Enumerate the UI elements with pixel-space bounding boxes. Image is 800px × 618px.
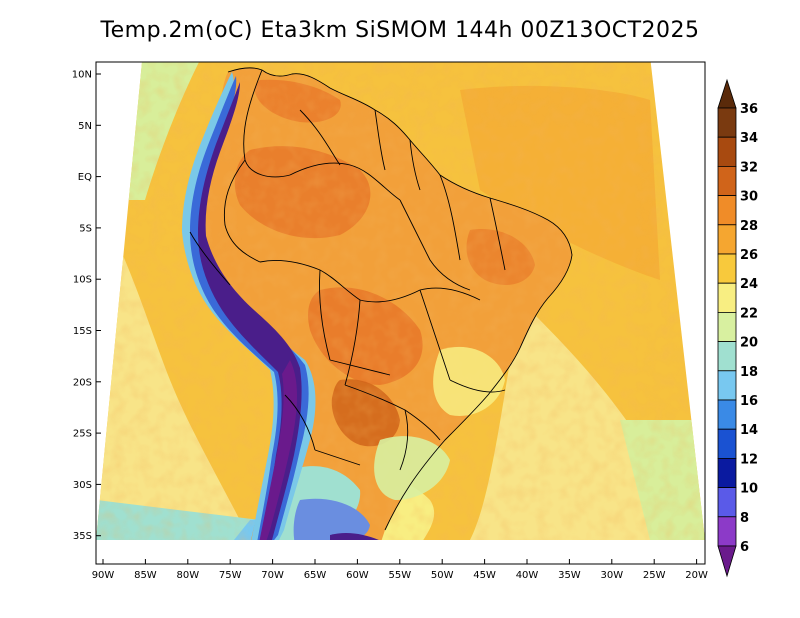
colorbar-bottom-arrow bbox=[717, 545, 737, 578]
colorbar-label: 26 bbox=[740, 248, 758, 263]
lat-tick-label: 10N bbox=[72, 70, 92, 81]
lat-tick-label: 5N bbox=[78, 121, 92, 132]
colorbar-swatch bbox=[717, 107, 737, 138]
lon-tick-label: 75W bbox=[219, 570, 242, 581]
lon-tick-label: 60W bbox=[346, 570, 369, 581]
colorbar-swatch bbox=[717, 370, 737, 401]
lon-tick-label: 65W bbox=[304, 570, 327, 581]
colorbar-swatch bbox=[717, 165, 737, 196]
lat-tick-label: 25S bbox=[73, 429, 92, 440]
lon-tick-label: 45W bbox=[473, 570, 496, 581]
colorbar-swatch bbox=[717, 311, 737, 342]
longitude-axis: 90W 85W 80W 75W 70W 65W 60W 55W 50W 45W 40W 35W 30W 2… bbox=[92, 559, 708, 581]
colorbar-label: 36 bbox=[740, 102, 758, 117]
lat-tick-label: EQ bbox=[78, 172, 92, 183]
colorbar-label: 22 bbox=[740, 306, 758, 321]
colorbar-label: 20 bbox=[740, 336, 758, 351]
lat-tick-label: 15S bbox=[73, 326, 92, 337]
southern-cold-strip bbox=[330, 533, 390, 540]
colorbar-label: 18 bbox=[740, 365, 758, 380]
temperature-colorbar: 36 34 32 30 28 26 24 22 20 18 16 14 12 10 8 6 bbox=[717, 78, 758, 578]
lon-tick-label: 55W bbox=[388, 570, 411, 581]
lon-tick-label: 85W bbox=[134, 570, 157, 581]
colorbar-label: 24 bbox=[740, 277, 758, 292]
colorbar-swatch bbox=[717, 399, 737, 430]
lat-tick-label: 30S bbox=[73, 480, 92, 491]
colorbar-label: 6 bbox=[740, 540, 749, 555]
colorbar-swatch bbox=[717, 136, 737, 167]
south-brazil-cool bbox=[374, 436, 450, 500]
colorbar-label: 32 bbox=[740, 160, 758, 175]
colorbar-swatch bbox=[717, 253, 737, 284]
map-plot-area bbox=[96, 62, 705, 564]
colorbar-swatch bbox=[717, 224, 737, 255]
colorbar-label: 10 bbox=[740, 482, 758, 497]
lon-tick-label: 25W bbox=[643, 570, 666, 581]
map-frame bbox=[95, 61, 706, 565]
colorbar-swatch bbox=[717, 195, 737, 226]
colorbar-label: 8 bbox=[740, 511, 749, 526]
colorbar-swatch bbox=[717, 428, 737, 459]
political-borders bbox=[189, 67, 573, 531]
lat-tick-label: 10S bbox=[73, 275, 92, 286]
lat-tick-label: 5S bbox=[79, 223, 92, 234]
lon-tick-label: 20W bbox=[685, 570, 708, 581]
lon-tick-label: 80W bbox=[176, 570, 199, 581]
lat-tick-label: 20S bbox=[73, 377, 92, 388]
colorbar-label: 16 bbox=[740, 394, 758, 409]
colorbar-top-arrow bbox=[717, 78, 737, 109]
lon-tick-label: 40W bbox=[516, 570, 539, 581]
colorbar-swatch bbox=[717, 282, 737, 313]
colorbar-swatch bbox=[717, 487, 737, 518]
colorbar-swatch bbox=[717, 516, 737, 547]
latitude-axis: 10N 5N EQ 5S 10S 15S 20S 25S 30S 35S bbox=[72, 70, 101, 542]
colorbar-label: 14 bbox=[740, 423, 758, 438]
lon-tick-label: 30W bbox=[600, 570, 623, 581]
andes-cold-core bbox=[198, 82, 302, 540]
andes-deep-cold-core bbox=[258, 360, 297, 540]
colorbar-label: 12 bbox=[740, 452, 758, 467]
lon-tick-label: 90W bbox=[92, 570, 115, 581]
colorbar-label: 30 bbox=[740, 190, 758, 205]
lon-tick-label: 35W bbox=[558, 570, 581, 581]
lon-tick-label: 70W bbox=[261, 570, 284, 581]
lon-tick-label: 50W bbox=[431, 570, 454, 581]
colorbar-label: 34 bbox=[740, 131, 758, 146]
southeast-highlands-cool bbox=[433, 346, 505, 416]
colorbar-swatch bbox=[717, 457, 737, 488]
lat-tick-label: 35S bbox=[73, 531, 92, 542]
colorbar-swatch bbox=[717, 341, 737, 372]
colorbar-label: 28 bbox=[740, 219, 758, 234]
map-title: Temp.2m(oC) Eta3km SiSMOM 144h 00Z13OCT2… bbox=[100, 18, 700, 43]
